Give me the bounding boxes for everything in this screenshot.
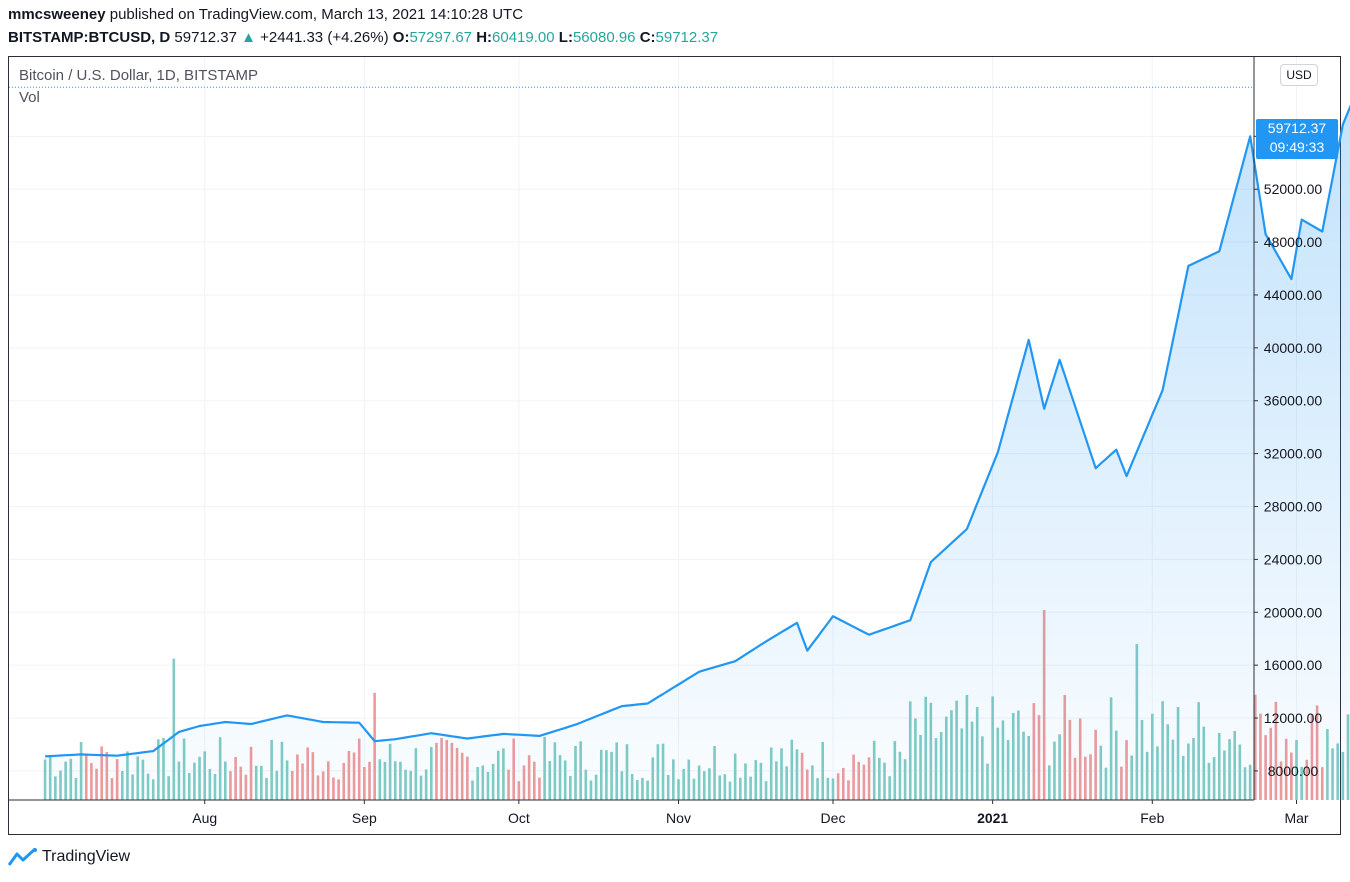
volume-title[interactable]: Vol [19,89,40,106]
price-tick-label: 44000.00 [1264,287,1323,303]
tradingview-logo[interactable]: TradingView [8,848,130,866]
price-tick-label: 8000.00 [1268,763,1319,779]
symbol-ohlc-line: BITSTAMP:BTCUSD, D 59712.37 ▲ +2441.33 (… [8,29,718,46]
last-price-value: 59712.37 [1267,120,1327,136]
published-text: published on TradingView.com, March 13, … [109,6,524,23]
tradingview-logo-icon [8,848,37,866]
time-axis: Aug Sep Oct Nov Dec 2021 Feb Mar [9,799,1309,826]
high-label: H: [476,29,493,46]
price-tick-label: 20000.00 [1264,604,1323,620]
volume-bar [172,658,176,800]
symbol-label: BITSTAMP:BTCUSD, D [8,29,171,46]
change-text: +2441.33 (+4.26%) [260,29,389,46]
bar-countdown: 09:49:33 [1269,139,1325,155]
low-label: L: [558,29,573,46]
time-tick-label: Feb [1140,810,1164,826]
author-name[interactable]: mmcsweeney [8,6,106,23]
series-title[interactable]: Bitcoin / U.S. Dollar, 1D, BITSTAMP [19,67,258,84]
close-label: C: [639,29,656,46]
open-label: O: [392,29,410,46]
close-value: 59712.37 [655,29,719,46]
price-tick-label: 12000.00 [1264,710,1323,726]
high-value: 60419.00 [492,29,555,46]
price-line [45,104,1350,758]
time-tick-label: Nov [666,810,691,826]
up-arrow-icon: ▲ [241,29,256,46]
time-tick-label: Mar [1284,810,1308,826]
volume-bar [43,759,47,800]
tradingview-brand-name: TradingView [42,848,131,865]
price-area-fill [45,107,1350,800]
time-tick-label: Oct [508,810,530,826]
time-tick-label: Dec [821,810,846,826]
price-tick-label: 48000.00 [1264,234,1323,250]
last-price-tag: 59712.37 09:49:33 [1256,119,1338,159]
price-tick-label: 40000.00 [1264,340,1323,356]
time-tick-label: Aug [192,810,217,826]
price-tick-label: 24000.00 [1264,551,1323,567]
price-tick-label: 36000.00 [1264,393,1323,409]
currency-button[interactable]: USD [1280,64,1318,86]
chart-legend: Bitcoin / U.S. Dollar, 1D, BITSTAMP Vol [19,67,258,111]
time-tick-label: Sep [352,810,377,826]
time-tick-label: 2021 [977,810,1008,826]
low-value: 56080.96 [572,29,636,46]
price-tick-label: 16000.00 [1264,657,1323,673]
open-value: 57297.67 [409,29,473,46]
price-tick-label: 52000.00 [1264,181,1323,197]
price-area [9,86,1350,800]
price-tick-label: 28000.00 [1264,499,1323,515]
publish-info: mmcsweeney published on TradingView.com,… [8,6,523,23]
price-tick-label: 32000.00 [1264,446,1323,462]
last-price-text: 59712.37 [174,29,237,46]
